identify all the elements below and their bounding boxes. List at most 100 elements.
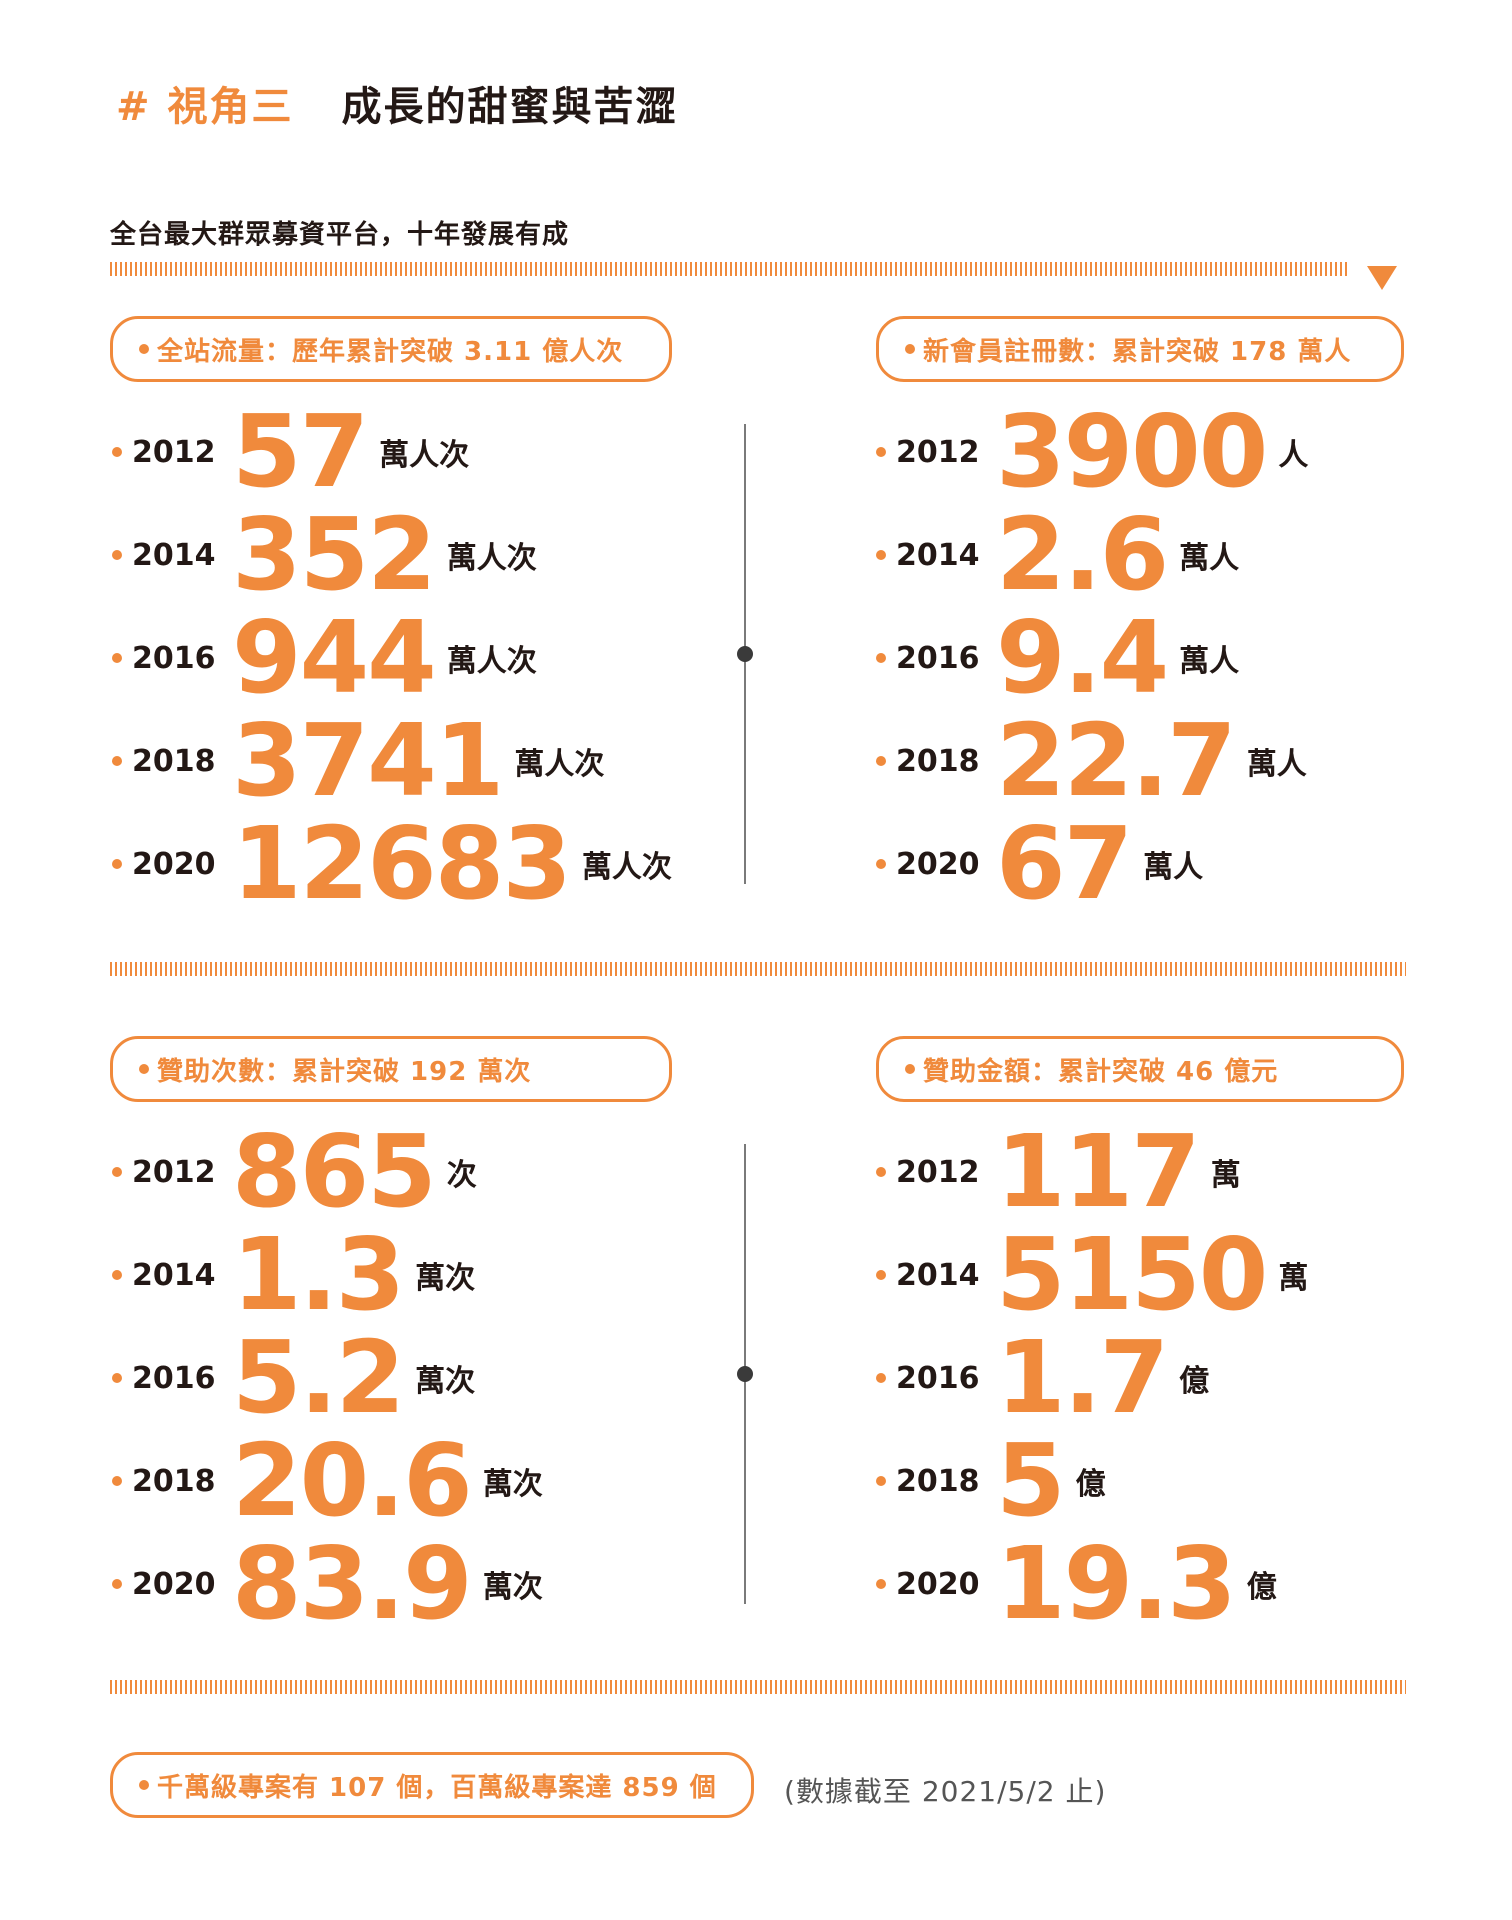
stat-year: 2020 <box>132 846 216 882</box>
stat-row: 2018 22.7 萬人 <box>876 709 1307 813</box>
stat-year: 2016 <box>896 640 980 676</box>
stat-row: 2018 20.6 萬次 <box>112 1429 543 1533</box>
stat-year: 2012 <box>896 1154 980 1190</box>
stat-value: 5 <box>996 1422 1066 1539</box>
stat-row: 2018 5 億 <box>876 1429 1106 1533</box>
bullet-dot <box>112 550 122 560</box>
stat-unit: 人 <box>1278 438 1309 473</box>
stat-year: 2016 <box>132 640 216 676</box>
page-title: 成長的甜蜜與苦澀 <box>341 84 678 130</box>
bullet-dot <box>112 1167 122 1177</box>
stat-unit: 萬人 <box>1143 850 1204 885</box>
stat-value: 117 <box>996 1113 1201 1230</box>
bullet-dot <box>112 447 122 457</box>
panel-label-text: 贊助金額：累計突破 46 億元 <box>923 1056 1279 1087</box>
stat-row: 2012 865 次 <box>112 1120 477 1224</box>
stat-unit: 萬人次 <box>581 850 672 885</box>
stat-value: 67 <box>996 805 1133 922</box>
bullet-dot <box>112 1579 122 1589</box>
stat-value: 3741 <box>232 702 504 819</box>
bullet-dot <box>112 1476 122 1486</box>
bullet-dot <box>876 550 886 560</box>
stat-year: 2020 <box>132 1566 216 1602</box>
stat-row: 2018 3741 萬人次 <box>112 709 604 813</box>
stat-row: 2012 3900 人 <box>876 400 1308 504</box>
stat-value: 19.3 <box>996 1525 1237 1642</box>
stat-value: 352 <box>232 496 437 613</box>
stat-row: 2020 19.3 億 <box>876 1532 1277 1636</box>
stat-value: 1.3 <box>232 1216 405 1333</box>
panel-label-members: 新會員註冊數：累計突破 178 萬人 <box>876 316 1404 382</box>
divider-dot <box>737 646 753 662</box>
stat-value: 5.2 <box>232 1319 405 1436</box>
stat-value: 3900 <box>996 393 1268 510</box>
panel-label-text: 贊助次數：累計突破 192 萬次 <box>157 1056 532 1087</box>
stat-value: 2.6 <box>996 496 1169 613</box>
bullet-dot <box>876 1167 886 1177</box>
bullet-dot <box>876 1270 886 1280</box>
stat-unit: 萬次 <box>415 1261 476 1296</box>
stat-unit: 萬人次 <box>446 541 537 576</box>
bullet-dot <box>112 1270 122 1280</box>
stat-unit: 次 <box>446 1158 477 1193</box>
stat-year: 2016 <box>896 1360 980 1396</box>
stat-year: 2012 <box>132 1154 216 1190</box>
stat-value: 944 <box>232 599 437 716</box>
stat-value: 9.4 <box>996 599 1169 716</box>
stat-year: 2014 <box>132 1257 216 1293</box>
stat-value: 1.7 <box>996 1319 1169 1436</box>
divider-bottom <box>110 1680 1406 1694</box>
stat-value: 22.7 <box>996 702 1237 819</box>
stat-row: 2020 83.9 萬次 <box>112 1532 543 1636</box>
stat-unit: 萬次 <box>482 1467 543 1502</box>
bullet-dot <box>876 1476 886 1486</box>
panel-label-sponsor-amount: 贊助金額：累計突破 46 億元 <box>876 1036 1404 1102</box>
stat-year: 2012 <box>132 434 216 470</box>
stat-value: 12683 <box>232 805 572 922</box>
stat-unit: 萬次 <box>415 1364 476 1399</box>
bullet-dot <box>905 1064 915 1074</box>
arrow-down-icon <box>1367 266 1397 290</box>
stat-unit: 萬人 <box>1179 541 1240 576</box>
stat-value: 5150 <box>996 1216 1268 1333</box>
stat-year: 2014 <box>896 1257 980 1293</box>
stat-value: 20.6 <box>232 1422 473 1539</box>
stat-row: 2012 117 萬 <box>876 1120 1241 1224</box>
bullet-dot <box>139 1780 149 1790</box>
bullet-dot <box>876 447 886 457</box>
bullet-dot <box>112 1373 122 1383</box>
stat-year: 2018 <box>896 1463 980 1499</box>
bullet-dot <box>876 1373 886 1383</box>
stat-unit: 億 <box>1179 1364 1210 1399</box>
stat-unit: 萬人次 <box>379 438 470 473</box>
panel-label-sponsor-count: 贊助次數：累計突破 192 萬次 <box>110 1036 672 1102</box>
stat-unit: 萬人 <box>1246 747 1307 782</box>
stat-value: 865 <box>232 1113 437 1230</box>
stat-year: 2018 <box>896 743 980 779</box>
panel-label-traffic: 全站流量：歷年累計突破 3.11 億人次 <box>110 316 672 382</box>
bullet-dot <box>112 756 122 766</box>
stat-value: 83.9 <box>232 1525 473 1642</box>
stat-unit: 萬 <box>1210 1158 1241 1193</box>
stat-row: 2016 1.7 億 <box>876 1326 1209 1430</box>
stat-unit: 萬人次 <box>446 644 537 679</box>
stat-row: 2012 57 萬人次 <box>112 400 469 504</box>
bullet-dot <box>876 1579 886 1589</box>
stat-value: 57 <box>232 393 369 510</box>
stat-year: 2014 <box>132 537 216 573</box>
stat-year: 2018 <box>132 1463 216 1499</box>
divider-dot <box>737 1366 753 1382</box>
stat-unit: 億 <box>1075 1467 1106 1502</box>
bullet-dot <box>905 344 915 354</box>
stat-year: 2020 <box>896 1566 980 1602</box>
stat-unit: 億 <box>1246 1570 1277 1605</box>
stat-row: 2014 352 萬人次 <box>112 503 537 607</box>
subtitle: 全台最大群眾募資平台，十年發展有成 <box>110 220 570 250</box>
bullet-dot <box>139 1064 149 1074</box>
stat-unit: 萬 <box>1278 1261 1309 1296</box>
stat-row: 2014 2.6 萬人 <box>876 503 1239 607</box>
stat-year: 2012 <box>896 434 980 470</box>
stat-row: 2014 1.3 萬次 <box>112 1223 475 1327</box>
stat-unit: 萬次 <box>482 1570 543 1605</box>
stat-row: 2020 12683 萬人次 <box>112 812 672 916</box>
